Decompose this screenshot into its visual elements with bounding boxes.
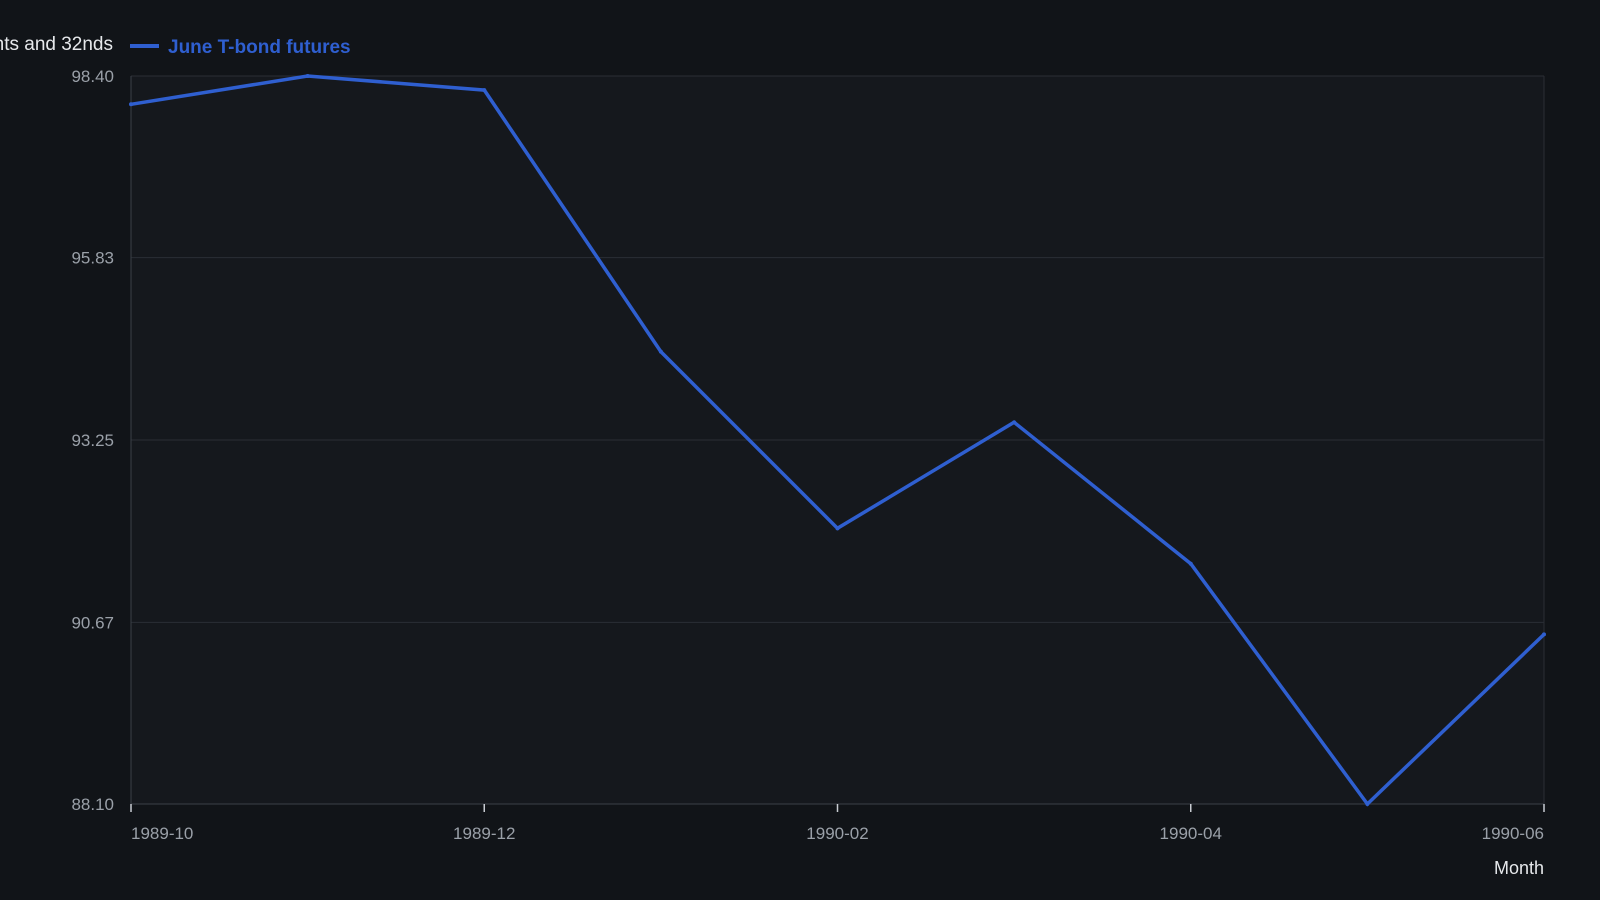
data-point[interactable] <box>1365 802 1370 806</box>
data-point[interactable] <box>305 74 310 78</box>
x-tick-label: 1989-12 <box>453 824 515 843</box>
x-tick-label: 1990-04 <box>1160 824 1222 843</box>
x-axis-label: Month <box>1494 858 1544 878</box>
y-tick-label: 90.67 <box>71 613 114 632</box>
y-tick-label: 88.10 <box>71 795 114 814</box>
data-point[interactable] <box>835 526 840 531</box>
data-point[interactable] <box>482 88 487 93</box>
data-point[interactable] <box>1542 632 1546 637</box>
gridlines <box>131 75 1545 805</box>
legend[interactable]: June T-bond futures <box>130 37 351 58</box>
y-tick-label: 95.83 <box>71 249 114 268</box>
data-point[interactable] <box>129 102 133 107</box>
legend-label: June T-bond futures <box>168 37 351 58</box>
x-tick-label: 1990-02 <box>806 824 868 843</box>
y-tick-label: 93.25 <box>71 431 114 450</box>
x-tick-label: 1990-06 <box>1482 824 1544 843</box>
x-tick-label: 1989-10 <box>131 824 193 843</box>
y-axis-label: Price, points and 32nds <box>0 34 113 55</box>
data-point[interactable] <box>1012 420 1017 425</box>
data-point[interactable] <box>658 349 663 354</box>
data-point[interactable] <box>1188 561 1193 566</box>
axes: 98.40 95.83 93.25 90.67 88.10 1989-10 1989-12 1… <box>71 67 1545 843</box>
series-layer <box>129 74 1546 807</box>
y-tick-label: 98.40 <box>71 67 114 86</box>
